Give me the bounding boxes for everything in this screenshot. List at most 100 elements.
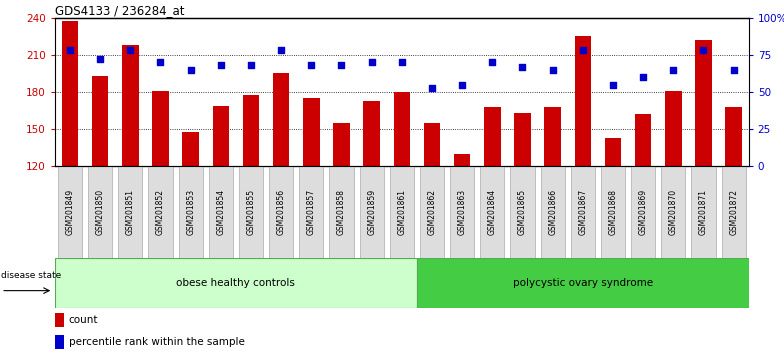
FancyBboxPatch shape (88, 166, 112, 258)
Bar (544, 107, 561, 166)
Text: GSM201869: GSM201869 (639, 189, 648, 235)
Text: obese healthy controls: obese healthy controls (176, 278, 296, 288)
Text: GSM201853: GSM201853 (186, 189, 195, 235)
Point (576, 47, 589, 53)
Point (154, 59, 167, 65)
Text: GSM201849: GSM201849 (65, 189, 74, 235)
Text: count: count (69, 315, 98, 325)
Text: GSM201872: GSM201872 (729, 189, 739, 235)
Point (516, 64, 528, 70)
Bar (635, 114, 652, 166)
Text: GSM201859: GSM201859 (367, 189, 376, 235)
Text: GSM201864: GSM201864 (488, 189, 497, 235)
Point (637, 74, 649, 80)
Text: GSM201851: GSM201851 (125, 189, 135, 235)
Bar (575, 36, 591, 166)
Point (124, 47, 136, 53)
Text: polycystic ovary syndrome: polycystic ovary syndrome (513, 278, 653, 288)
FancyBboxPatch shape (118, 166, 143, 258)
Text: GSM201855: GSM201855 (246, 189, 256, 235)
Point (697, 47, 710, 53)
FancyBboxPatch shape (417, 258, 764, 308)
Bar (363, 101, 380, 166)
Text: GSM201870: GSM201870 (669, 189, 678, 235)
Point (667, 67, 680, 73)
Bar (665, 91, 681, 166)
Bar (183, 132, 199, 166)
Point (305, 62, 318, 68)
Bar (394, 92, 410, 166)
FancyBboxPatch shape (571, 166, 595, 258)
FancyBboxPatch shape (631, 166, 655, 258)
Bar (212, 105, 229, 166)
Bar (514, 113, 531, 166)
FancyBboxPatch shape (420, 166, 444, 258)
Text: GDS4133 / 236284_at: GDS4133 / 236284_at (55, 4, 184, 17)
Point (486, 59, 499, 65)
Bar (152, 91, 169, 166)
Point (336, 62, 348, 68)
Point (184, 67, 197, 73)
FancyBboxPatch shape (450, 166, 474, 258)
Text: GSM201863: GSM201863 (458, 189, 466, 235)
Bar (243, 95, 260, 166)
Text: GSM201852: GSM201852 (156, 189, 165, 235)
Bar (55, 335, 64, 349)
Point (546, 67, 559, 73)
Text: GSM201862: GSM201862 (427, 189, 437, 235)
Text: GSM201858: GSM201858 (337, 189, 346, 235)
Point (365, 59, 378, 65)
Bar (273, 73, 289, 166)
Text: GSM201850: GSM201850 (96, 189, 104, 235)
FancyBboxPatch shape (179, 166, 203, 258)
Text: GSM201866: GSM201866 (548, 189, 557, 235)
Bar (55, 313, 64, 327)
Bar (725, 107, 742, 166)
FancyBboxPatch shape (390, 166, 414, 258)
Point (245, 62, 257, 68)
Point (728, 67, 740, 73)
FancyBboxPatch shape (540, 166, 564, 258)
Text: GSM201871: GSM201871 (699, 189, 708, 235)
Bar (695, 40, 712, 166)
Bar (303, 98, 320, 166)
Text: GSM201868: GSM201868 (608, 189, 618, 235)
FancyBboxPatch shape (481, 166, 504, 258)
Text: GSM201857: GSM201857 (307, 189, 316, 235)
Bar (333, 123, 350, 166)
Text: GSM201861: GSM201861 (397, 189, 406, 235)
Bar (62, 21, 78, 166)
Text: GSM201854: GSM201854 (216, 189, 225, 235)
Bar (423, 123, 441, 166)
FancyBboxPatch shape (239, 166, 263, 258)
Text: GSM201867: GSM201867 (579, 189, 587, 235)
FancyBboxPatch shape (299, 166, 323, 258)
FancyBboxPatch shape (329, 166, 354, 258)
Text: GSM201865: GSM201865 (518, 189, 527, 235)
Point (275, 47, 288, 53)
Bar (92, 76, 108, 166)
Point (426, 85, 438, 90)
Text: percentile rank within the sample: percentile rank within the sample (69, 337, 245, 347)
FancyBboxPatch shape (360, 166, 383, 258)
Text: disease state: disease state (1, 271, 61, 280)
Point (395, 59, 408, 65)
FancyBboxPatch shape (721, 166, 746, 258)
FancyBboxPatch shape (148, 166, 172, 258)
Point (64, 47, 76, 53)
FancyBboxPatch shape (209, 166, 233, 258)
Bar (604, 138, 621, 166)
Text: GSM201856: GSM201856 (277, 189, 285, 235)
FancyBboxPatch shape (510, 166, 535, 258)
Bar (122, 45, 139, 166)
FancyBboxPatch shape (269, 166, 293, 258)
Point (456, 82, 468, 87)
FancyBboxPatch shape (55, 258, 417, 308)
Bar (484, 107, 501, 166)
Point (607, 82, 619, 87)
Point (94, 57, 107, 62)
FancyBboxPatch shape (58, 166, 82, 258)
FancyBboxPatch shape (691, 166, 716, 258)
FancyBboxPatch shape (661, 166, 685, 258)
Bar (454, 154, 470, 166)
